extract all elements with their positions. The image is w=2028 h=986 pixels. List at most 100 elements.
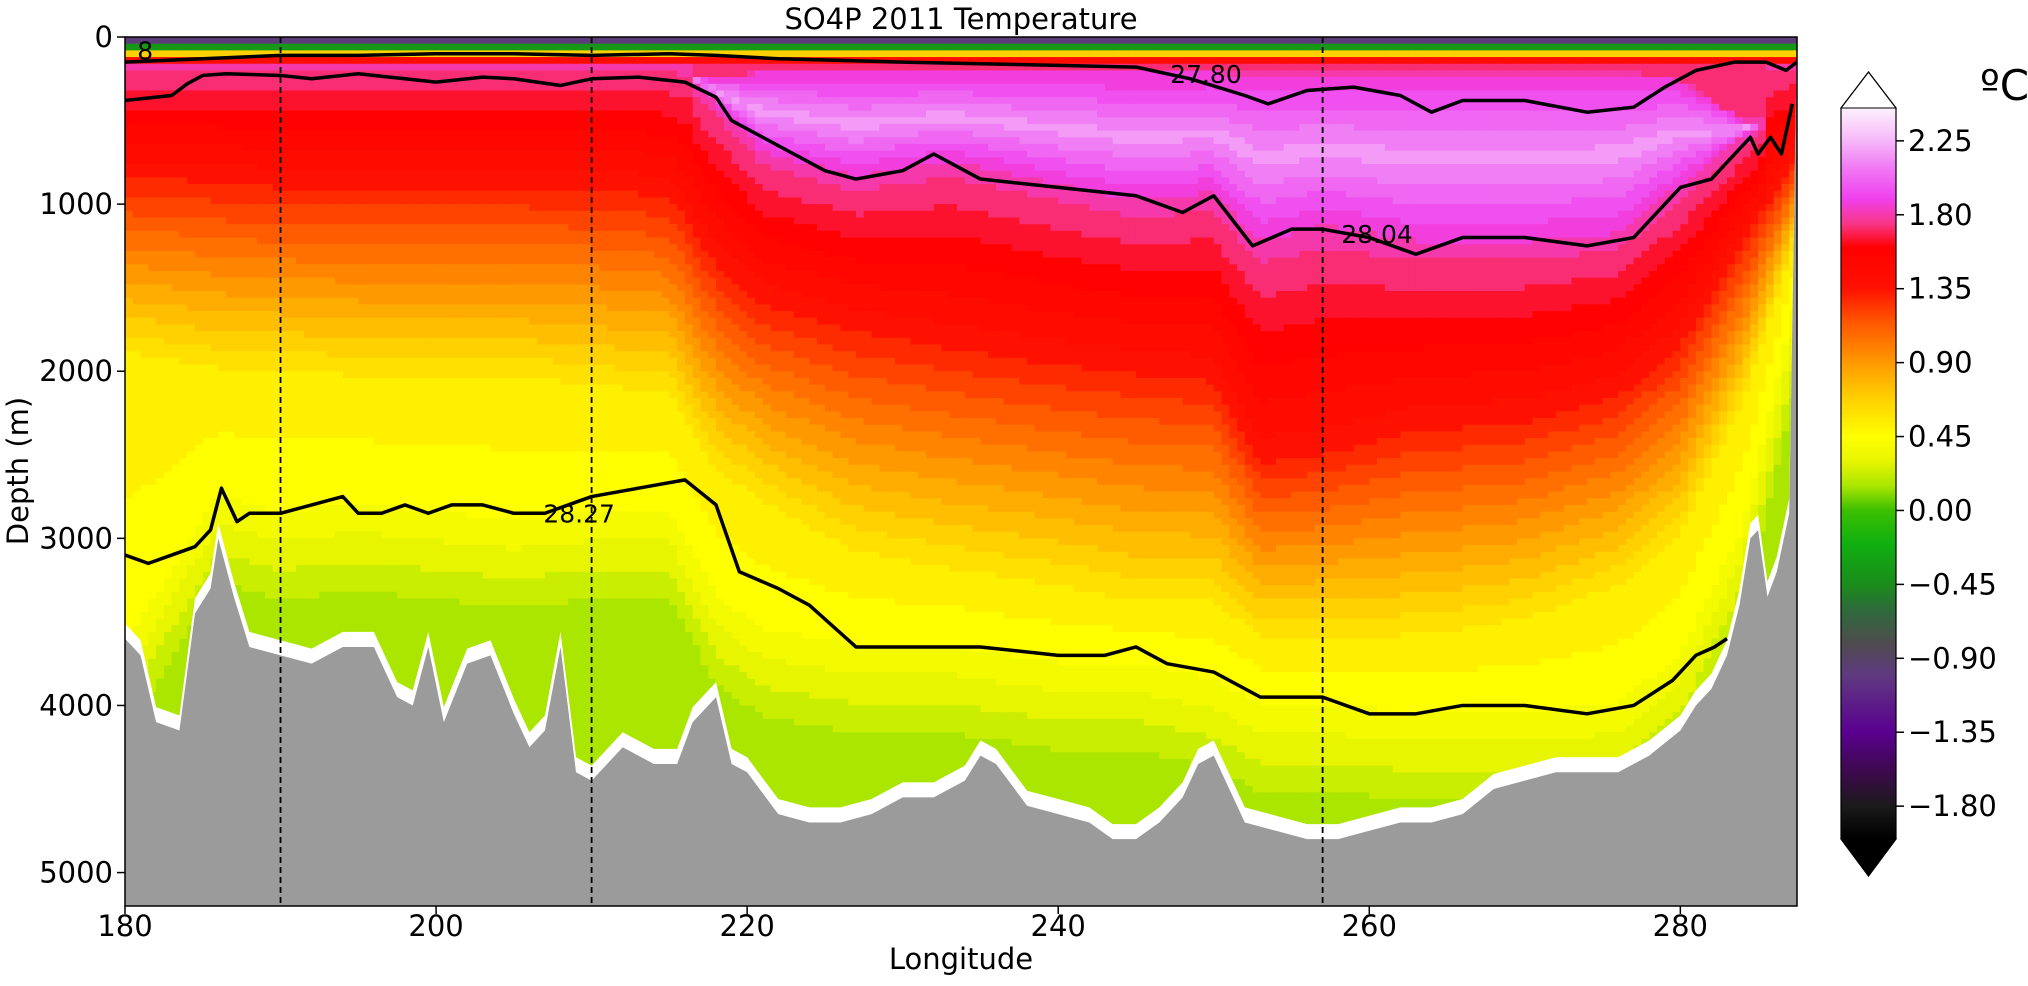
temperature-cell bbox=[848, 311, 857, 332]
temperature-cell bbox=[241, 224, 251, 239]
temperature-cell bbox=[824, 204, 834, 232]
temperature-cell bbox=[132, 230, 142, 252]
temperature-cell bbox=[1268, 765, 1277, 793]
temperature-cell bbox=[824, 157, 834, 172]
temperature-cell bbox=[233, 63, 243, 72]
temperature-cell bbox=[1097, 237, 1106, 265]
temperature-cell bbox=[817, 63, 826, 72]
temperature-cell bbox=[817, 184, 826, 205]
temperature-cell bbox=[731, 464, 740, 486]
temperature-cell bbox=[980, 43, 989, 51]
temperature-cell bbox=[879, 137, 888, 152]
temperature-cell bbox=[1104, 50, 1114, 58]
temperature-cell bbox=[863, 43, 873, 51]
temperature-cell bbox=[249, 257, 258, 279]
temperature-cell bbox=[910, 157, 919, 165]
temperature-cell bbox=[194, 90, 204, 112]
temperature-cell bbox=[1073, 565, 1083, 593]
temperature-cell bbox=[459, 110, 468, 132]
temperature-cell bbox=[1128, 558, 1137, 580]
temperature-cell bbox=[1314, 284, 1324, 319]
temperature-cell bbox=[863, 150, 873, 165]
temperature-cell bbox=[1299, 598, 1308, 620]
temperature-cell bbox=[327, 438, 336, 506]
temperature-cell bbox=[926, 411, 935, 432]
temperature-cell bbox=[809, 270, 818, 299]
temperature-cell bbox=[474, 224, 484, 245]
temperature-cell bbox=[1275, 397, 1285, 432]
temperature-cell bbox=[801, 337, 810, 359]
temperature-cell bbox=[342, 70, 352, 92]
temperature-cell bbox=[1229, 618, 1238, 653]
temperature-cell bbox=[272, 438, 282, 513]
temperature-cell bbox=[801, 37, 810, 45]
temperature-cell bbox=[443, 357, 453, 379]
temperature-cell bbox=[1058, 43, 1067, 51]
temperature-cell bbox=[933, 63, 943, 72]
temperature-cell bbox=[482, 204, 492, 225]
temperature-cell bbox=[801, 63, 810, 72]
temperature-cell bbox=[1135, 531, 1145, 559]
temperature-cell bbox=[1205, 491, 1215, 513]
temperature-cell bbox=[1065, 50, 1075, 58]
temperature-cell bbox=[653, 571, 663, 600]
temperature-cell bbox=[1291, 565, 1300, 586]
temperature-cell bbox=[319, 170, 328, 192]
temperature-cell bbox=[661, 217, 670, 239]
temperature-cell bbox=[1003, 511, 1013, 533]
temperature-cell bbox=[171, 625, 181, 653]
temperature-cell bbox=[692, 97, 702, 118]
temperature-cell bbox=[529, 37, 538, 45]
temperature-cell bbox=[1112, 197, 1122, 212]
temperature-cell bbox=[684, 284, 694, 305]
temperature-cell bbox=[257, 371, 266, 439]
temperature-cell bbox=[957, 324, 966, 352]
temperature-cell bbox=[1034, 538, 1044, 559]
temperature-cell bbox=[1050, 110, 1059, 125]
temperature-cell bbox=[770, 50, 779, 58]
temperature-cell bbox=[1058, 123, 1067, 138]
temperature-cell bbox=[404, 130, 414, 152]
temperature-cell bbox=[1314, 391, 1324, 432]
temperature-cell bbox=[638, 270, 647, 292]
temperature-cell bbox=[1237, 70, 1246, 78]
temperature-cell bbox=[988, 63, 997, 72]
temperature-cell bbox=[140, 611, 149, 646]
temperature-cell bbox=[140, 177, 149, 199]
temperature-cell bbox=[1089, 317, 1098, 346]
temperature-cell bbox=[1104, 458, 1114, 486]
temperature-cell bbox=[894, 451, 904, 473]
temperature-cell bbox=[467, 70, 476, 92]
temperature-cell bbox=[381, 57, 391, 65]
temperature-cell bbox=[156, 143, 165, 165]
temperature-cell bbox=[163, 578, 173, 606]
temperature-cell bbox=[638, 57, 647, 65]
temperature-cell bbox=[241, 43, 251, 51]
temperature-cell bbox=[817, 164, 826, 185]
temperature-cell bbox=[412, 37, 422, 45]
temperature-cell bbox=[241, 531, 251, 559]
temperature-cell bbox=[1314, 638, 1324, 673]
temperature-cell bbox=[1089, 137, 1098, 152]
temperature-cell bbox=[249, 110, 258, 132]
temperature-cell bbox=[1283, 638, 1293, 673]
temperature-cell bbox=[638, 331, 647, 352]
temperature-cell bbox=[1182, 57, 1192, 65]
temperature-cell bbox=[210, 351, 219, 366]
temperature-cell bbox=[1143, 70, 1153, 92]
temperature-cell bbox=[125, 37, 134, 45]
temperature-cell bbox=[770, 631, 779, 660]
temperature-cell bbox=[957, 143, 966, 152]
temperature-cell bbox=[1065, 391, 1075, 412]
temperature-cell bbox=[1174, 184, 1184, 199]
temperature-cell bbox=[1307, 765, 1316, 793]
temperature-cell bbox=[646, 451, 655, 513]
temperature-cell bbox=[264, 63, 274, 72]
temperature-cell bbox=[366, 150, 375, 172]
temperature-cell bbox=[996, 712, 1005, 740]
temperature-cell bbox=[1221, 130, 1230, 145]
temperature-cell bbox=[490, 518, 499, 546]
temperature-cell bbox=[1299, 531, 1308, 546]
temperature-cell bbox=[560, 244, 569, 265]
temperature-cell bbox=[544, 545, 554, 573]
